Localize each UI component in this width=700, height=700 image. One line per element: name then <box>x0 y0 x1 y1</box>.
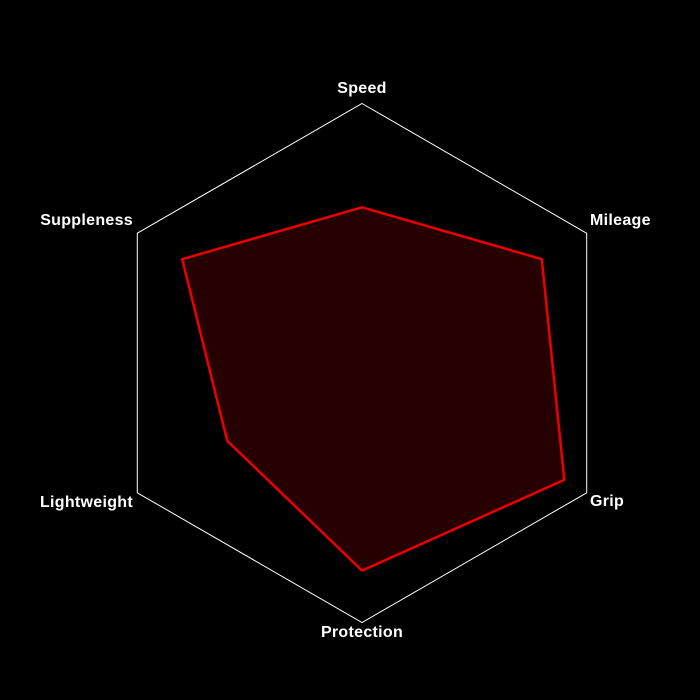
radar-series-polygon <box>180 206 566 572</box>
axis-label-suppleness: Suppleness <box>40 212 133 229</box>
axis-label-lightweight: Lightweight <box>39 494 133 511</box>
axis-label-protection: Protection <box>320 624 404 641</box>
axis-label-grip: Grip <box>590 493 625 510</box>
axis-label-mileage: Mileage <box>590 212 651 229</box>
axis-label-speed: Speed <box>337 80 387 97</box>
radar-grid-outline <box>136 102 588 624</box>
